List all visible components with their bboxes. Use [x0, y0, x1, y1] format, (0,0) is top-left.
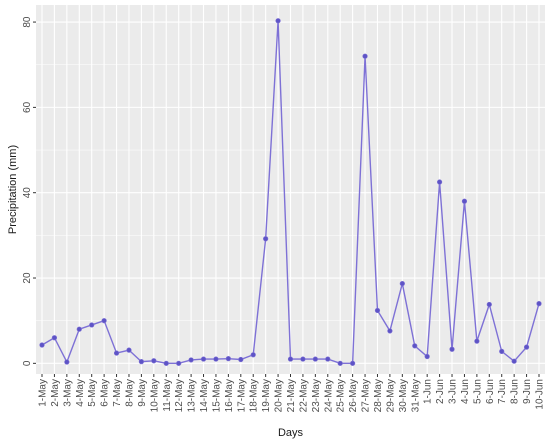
x-tick-label: 12-May: [174, 379, 185, 412]
x-tick-label: 30-May: [398, 379, 409, 412]
data-point: [138, 359, 144, 365]
data-point: [499, 348, 505, 354]
x-tick-label: 15-May: [211, 379, 222, 412]
x-axis: 1-May 2-May 3-May 4-May 5-May 6-May 7-May 8-May…: [38, 374, 546, 412]
x-tick-label: 3-Jun: [448, 379, 459, 404]
x-tick-label: 31-May: [410, 379, 421, 412]
y-axis: 0 20 40 60 80: [22, 16, 36, 366]
x-tick-label: 9-May: [137, 379, 148, 407]
data-point: [225, 356, 231, 362]
x-tick-label: 25-May: [336, 379, 347, 412]
data-point: [511, 358, 517, 364]
data-point: [287, 356, 294, 362]
data-point: [474, 338, 480, 344]
data-point: [536, 301, 542, 307]
data-point: [39, 342, 45, 348]
data-point: [362, 53, 368, 59]
y-tick-label: 20: [22, 272, 33, 284]
data-point: [387, 328, 393, 334]
y-tick-label: 40: [22, 187, 33, 199]
x-tick-label: 26-May: [348, 379, 359, 412]
x-tick-label: 5-Jun: [472, 379, 483, 404]
x-tick-label: 4-May: [75, 379, 86, 407]
data-point: [399, 280, 405, 287]
data-point: [213, 356, 219, 362]
x-tick-label: 6-May: [100, 379, 111, 407]
data-point: [312, 356, 318, 362]
data-point: [238, 356, 244, 363]
x-tick-label: 9-Jun: [522, 379, 533, 404]
x-tick-label: 10-Jun: [535, 379, 546, 410]
x-tick-label: 5-May: [87, 379, 98, 407]
data-point: [101, 318, 107, 324]
x-tick-label: 20-May: [274, 379, 285, 412]
data-point: [275, 18, 281, 24]
x-tick-label: 13-May: [187, 379, 198, 412]
y-axis-title: Precipitation (mm): [7, 145, 19, 234]
x-tick-label: 1-Jun: [423, 379, 434, 404]
y-tick-label: 0: [22, 360, 33, 366]
data-point: [325, 356, 331, 362]
data-point: [76, 326, 82, 332]
data-point: [176, 360, 182, 366]
data-point: [449, 346, 455, 352]
data-point: [374, 307, 381, 314]
x-tick-label: 23-May: [311, 379, 322, 412]
data-point: [300, 356, 306, 362]
data-point: [64, 359, 70, 365]
data-point: [337, 360, 343, 366]
data-point: [263, 236, 269, 242]
data-points: [39, 18, 542, 366]
x-tick-label: 8-May: [124, 379, 135, 407]
x-tick-label: 22-May: [298, 379, 309, 412]
x-tick-label: 7-May: [112, 379, 123, 407]
data-point: [163, 360, 169, 366]
x-tick-label: 8-Jun: [510, 379, 521, 404]
x-tick-label: 3-May: [62, 379, 73, 407]
data-point: [151, 358, 157, 364]
x-tick-label: 27-May: [361, 379, 372, 412]
data-point: [350, 360, 356, 366]
data-point: [89, 322, 95, 328]
x-tick-label: 1-May: [38, 379, 49, 407]
x-tick-label: 28-May: [373, 379, 384, 412]
x-tick-label: 10-May: [149, 379, 160, 412]
x-tick-label: 29-May: [385, 379, 396, 412]
x-tick-label: 4-Jun: [460, 379, 471, 404]
x-tick-label: 2-Jun: [435, 379, 446, 404]
data-point: [486, 301, 492, 308]
grid: [36, 5, 545, 374]
data-point: [412, 343, 418, 349]
x-axis-title: Days: [278, 427, 304, 439]
x-tick-label: 11-May: [162, 379, 173, 412]
y-tick-label: 80: [22, 16, 33, 28]
y-tick-label: 60: [22, 101, 33, 113]
data-point: [188, 357, 194, 363]
x-tick-label: 16-May: [224, 379, 235, 412]
data-point: [424, 353, 430, 360]
data-point: [113, 350, 120, 356]
data-point: [437, 179, 443, 185]
x-tick-label: 17-May: [236, 379, 247, 412]
x-tick-label: 19-May: [261, 379, 272, 412]
data-point: [250, 352, 256, 358]
data-point: [523, 344, 530, 350]
x-tick-label: 21-May: [286, 379, 297, 412]
data-point: [51, 335, 58, 341]
x-tick-label: 24-May: [323, 379, 334, 412]
x-tick-label: 14-May: [199, 379, 210, 412]
x-tick-label: 2-May: [50, 379, 61, 407]
x-tick-label: 6-Jun: [485, 379, 496, 404]
data-point: [126, 347, 132, 353]
x-tick-label: 7-Jun: [497, 379, 508, 404]
x-tick-label: 18-May: [249, 379, 260, 412]
data-point: [461, 198, 468, 204]
data-point: [200, 356, 207, 362]
